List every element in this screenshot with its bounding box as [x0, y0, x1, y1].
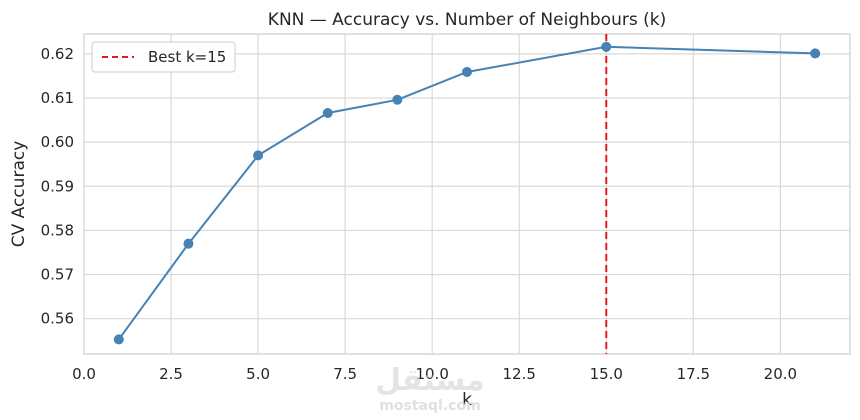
data-point	[183, 238, 194, 249]
data-point	[322, 108, 333, 119]
x-tick-label: 7.5	[333, 365, 357, 383]
y-tick-label: 0.61	[41, 89, 74, 107]
x-tick-label: 17.5	[677, 365, 710, 383]
data-point	[113, 334, 124, 345]
y-tick-label: 0.56	[41, 310, 74, 328]
x-tick-labels: 0.0 2.5 5.0 7.5 10.0 12.5 15.0 17.5 20.0	[72, 365, 797, 383]
x-tick-label: 10.0	[415, 365, 448, 383]
x-axis-label: k	[462, 390, 472, 410]
x-tick-label: 20.0	[764, 365, 797, 383]
watermark-url: mostaql.com	[379, 398, 480, 414]
chart-title: KNN — Accuracy vs. Number of Neighbours …	[268, 10, 666, 30]
y-tick-labels: 0.56 0.57 0.58 0.59 0.60 0.61 0.62	[41, 45, 74, 328]
x-tick-label: 0.0	[72, 365, 96, 383]
points-group	[113, 41, 821, 345]
x-tick-label: 5.0	[246, 365, 270, 383]
data-point	[601, 41, 612, 52]
data-point	[462, 66, 472, 77]
y-tick-label: 0.57	[41, 266, 74, 284]
legend-entry-best-k: Best k=15	[148, 48, 226, 66]
x-tick-label: 12.5	[503, 365, 536, 383]
y-axis-label: CV Accuracy	[9, 141, 29, 248]
watermark: مستقل mostaql.com	[375, 363, 485, 414]
y-tick-label: 0.62	[41, 45, 74, 63]
data-point	[392, 94, 403, 105]
series-group	[117, 45, 816, 340]
series-line	[117, 45, 816, 340]
data-point	[810, 48, 821, 59]
plot-background	[83, 33, 851, 355]
legend-frame	[91, 41, 236, 73]
x-tick-label: 2.5	[159, 365, 183, 383]
y-tick-label: 0.58	[41, 221, 74, 239]
x-tick-label: 15.0	[590, 365, 623, 383]
data-point	[253, 150, 264, 161]
plot-area	[83, 33, 851, 355]
grid	[83, 34, 850, 354]
watermark-logo-text: مستقل	[375, 363, 485, 398]
legend: Best k=15	[91, 41, 236, 73]
y-tick-label: 0.59	[41, 177, 74, 195]
y-tick-label: 0.60	[41, 133, 74, 151]
